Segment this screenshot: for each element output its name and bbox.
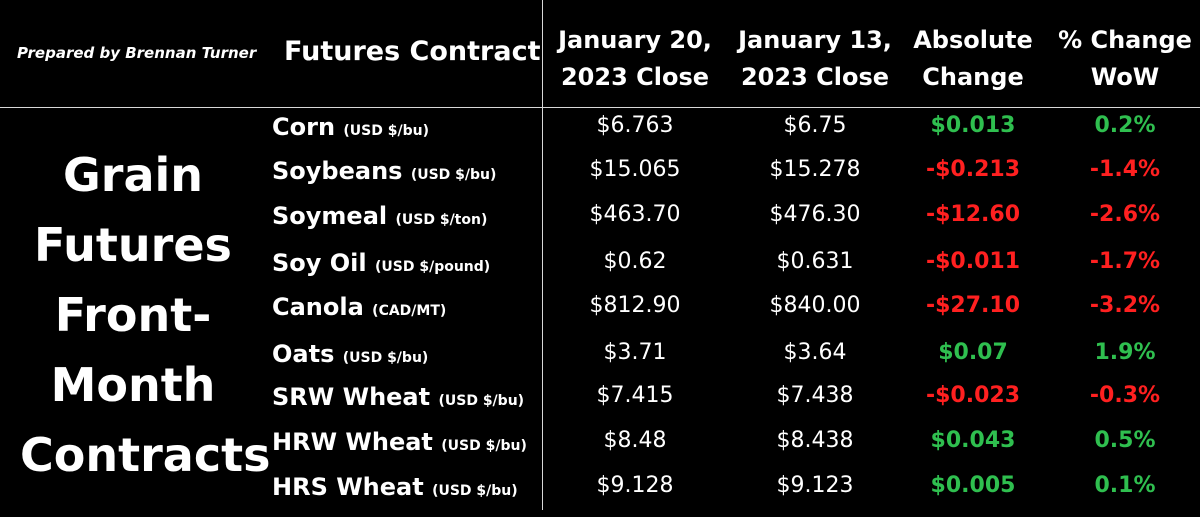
absolute-change-value: $0.005 (930, 473, 1016, 498)
pct-change-value: 1.9% (1094, 340, 1156, 365)
pct-change-value: 0.5% (1094, 428, 1156, 453)
jan20-close-value: $3.71 (603, 340, 667, 365)
header-pct-change: % Change WoW (1050, 22, 1200, 96)
header-divider (0, 107, 1200, 108)
contract-unit: (USD $/bu) (410, 167, 497, 183)
pct-change-value: 0.1% (1094, 473, 1156, 498)
header-abs-line1: Absolute (913, 26, 1033, 54)
absolute-change-value: -$0.011 (925, 249, 1021, 274)
pct-change-value: -0.3% (1089, 383, 1161, 408)
absolute-change-value: -$27.10 (925, 293, 1021, 318)
contract-label: Canola (CAD/MT) (272, 293, 446, 321)
side-title-line: Contracts (20, 428, 271, 482)
contract-name: Corn (272, 113, 336, 141)
header-jan20-line1: January 20, (558, 26, 712, 54)
contract-unit: (USD $/bu) (343, 123, 429, 139)
jan20-close-value: $6.763 (596, 113, 674, 138)
contract-unit: (USD $/bu) (432, 483, 518, 499)
contract-name: Soy Oil (272, 249, 367, 277)
absolute-change-value: -$12.60 (925, 202, 1021, 227)
contract-unit: (USD $/bu) (438, 393, 525, 409)
header-absolute-change: Absolute Change (895, 22, 1051, 96)
pct-change-value: -3.2% (1089, 293, 1161, 318)
header-jan13-line1: January 13, (738, 26, 892, 54)
contract-name: Soymeal (272, 202, 388, 230)
jan13-close-value: $6.75 (783, 113, 847, 138)
header-pct-line2: WoW (1090, 63, 1160, 91)
contract-unit: (USD $/pound) (375, 259, 491, 275)
header-jan20-close: January 20, 2023 Close (555, 22, 715, 96)
absolute-change-value: $0.013 (930, 113, 1016, 138)
absolute-change-value: -$0.213 (925, 157, 1021, 182)
jan20-close-value: $7.415 (596, 383, 674, 408)
contract-name: HRW Wheat (272, 428, 433, 456)
jan20-close-value: $9.128 (596, 473, 674, 498)
contract-label: HRS Wheat (USD $/bu) (272, 473, 518, 501)
contract-name: Soybeans (272, 157, 403, 185)
jan20-close-value: $463.70 (589, 202, 681, 227)
side-title-line: Grain (63, 148, 203, 202)
header-pct-line1: % Change (1058, 26, 1192, 54)
contract-label: Soymeal (USD $/ton) (272, 202, 487, 230)
jan13-close-value: $15.278 (769, 157, 861, 182)
jan13-close-value: $476.30 (769, 202, 861, 227)
jan13-close-value: $3.64 (783, 340, 847, 365)
jan13-close-value: $7.438 (776, 383, 854, 408)
table-row: SRW Wheat (USD $/bu) $7.415 $7.438 -$0.0… (0, 383, 1200, 427)
jan20-close-value: $0.62 (603, 249, 667, 274)
table-row: Soybeans (USD $/bu) $15.065 $15.278 -$0.… (0, 157, 1200, 201)
table-row: Soymeal (USD $/ton) $463.70 $476.30 -$12… (0, 202, 1200, 246)
contract-name: SRW Wheat (272, 383, 431, 411)
contract-unit: (USD $/ton) (395, 212, 488, 228)
absolute-change-value: $0.043 (930, 428, 1016, 453)
side-title-line: Month (50, 358, 216, 412)
jan13-close-value: $0.631 (776, 249, 854, 274)
prepared-by-credit: Prepared by Brennan Turner (17, 44, 257, 62)
contract-name: HRS Wheat (272, 473, 424, 501)
table-row: HRS Wheat (USD $/bu) $9.128 $9.123 $0.00… (0, 473, 1200, 517)
table-row: Canola (CAD/MT) $812.90 $840.00 -$27.10 … (0, 293, 1200, 337)
jan20-close-value: $8.48 (603, 428, 667, 453)
jan13-close-value: $840.00 (769, 293, 861, 318)
jan13-close-value: $9.123 (776, 473, 854, 498)
contract-label: Soy Oil (USD $/pound) (272, 249, 490, 277)
absolute-change-value: $0.07 (938, 340, 1008, 365)
contract-label: Oats (USD $/bu) (272, 340, 428, 368)
column-divider (542, 0, 543, 510)
side-title: Grain Futures Front- Month Contracts (20, 140, 271, 490)
jan20-close-value: $15.065 (589, 157, 681, 182)
table-row: Corn (USD $/bu) $6.763 $6.75 $0.013 0.2% (0, 113, 1200, 157)
absolute-change-value: -$0.023 (925, 383, 1021, 408)
header-abs-line2: Change (922, 63, 1024, 91)
contract-unit: (USD $/bu) (342, 350, 429, 366)
jan20-close-value: $812.90 (589, 293, 681, 318)
header-jan13-close: January 13, 2023 Close (735, 22, 895, 96)
side-title-line: Front- (54, 288, 212, 342)
contract-label: SRW Wheat (USD $/bu) (272, 383, 524, 411)
header-jan20-line2: 2023 Close (560, 63, 710, 91)
contract-name: Oats (272, 340, 335, 368)
contract-unit: (CAD/MT) (372, 303, 447, 319)
pct-change-value: -1.4% (1089, 157, 1161, 182)
table-row: Soy Oil (USD $/pound) $0.62 $0.631 -$0.0… (0, 249, 1200, 293)
contract-label: HRW Wheat (USD $/bu) (272, 428, 527, 456)
header-futures-contract: Futures Contract (284, 36, 541, 67)
pct-change-value: -2.6% (1089, 202, 1161, 227)
header-jan13-line2: 2023 Close (740, 63, 890, 91)
pct-change-value: 0.2% (1094, 113, 1156, 138)
table-row: HRW Wheat (USD $/bu) $8.48 $8.438 $0.043… (0, 428, 1200, 472)
contract-unit: (USD $/bu) (441, 438, 527, 454)
side-title-line: Futures (34, 218, 232, 272)
table-row: Oats (USD $/bu) $3.71 $3.64 $0.07 1.9% (0, 340, 1200, 384)
pct-change-value: -1.7% (1089, 249, 1161, 274)
jan13-close-value: $8.438 (776, 428, 854, 453)
contract-label: Corn (USD $/bu) (272, 113, 429, 141)
contract-label: Soybeans (USD $/bu) (272, 157, 496, 185)
contract-name: Canola (272, 293, 364, 321)
